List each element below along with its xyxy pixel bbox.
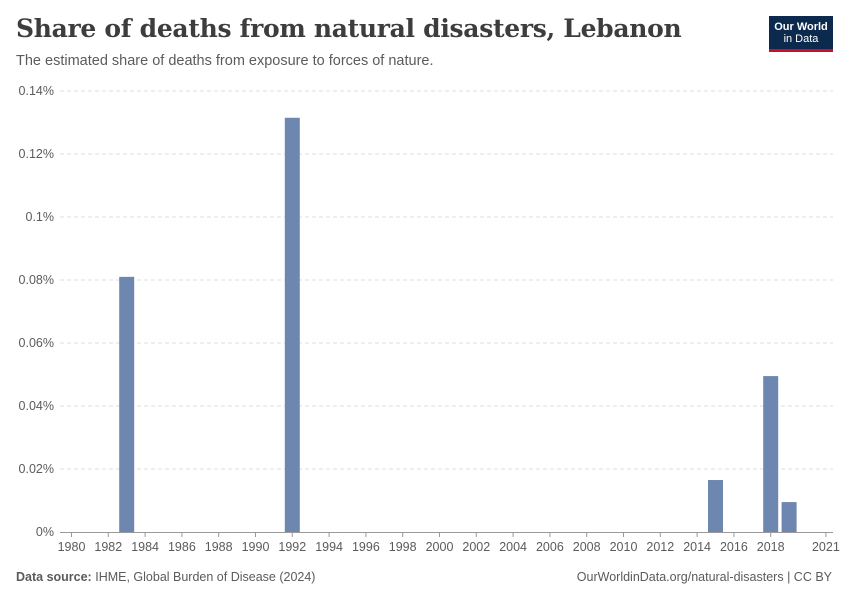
data-source: Data source: IHME, Global Burden of Dise… xyxy=(16,570,315,584)
y-tick-label: 0.06% xyxy=(19,336,54,350)
bar-2018[interactable] xyxy=(763,376,779,532)
x-tick-label: 1996 xyxy=(352,540,380,554)
y-tick-label: 0% xyxy=(36,525,54,539)
logo-line-1: Our World xyxy=(774,21,828,33)
x-tick-label: 1986 xyxy=(168,540,196,554)
y-tick-label: 0.14% xyxy=(19,84,54,98)
x-tick-label: 2021 xyxy=(812,540,840,554)
bar-2015[interactable] xyxy=(708,480,723,532)
x-tick-label: 2010 xyxy=(610,540,638,554)
chart-subtitle: The estimated share of deaths from expos… xyxy=(16,53,434,69)
bars xyxy=(119,117,797,533)
x-tick-label: 1982 xyxy=(94,540,122,554)
y-axis-labels: 0% 0.02% 0.04% 0.06% 0.08% 0.1% 0.12% 0.14% xyxy=(19,84,54,539)
credit-link[interactable]: OurWorldinData.org/natural-disasters | C… xyxy=(576,570,832,584)
x-tick-label: 2012 xyxy=(646,540,674,554)
x-tick-label: 1994 xyxy=(315,540,343,554)
x-tick-label: 2004 xyxy=(499,540,527,554)
x-tick-label: 2008 xyxy=(573,540,601,554)
y-tick-label: 0.08% xyxy=(19,273,54,287)
x-tick-label: 2018 xyxy=(757,540,785,554)
x-tick-label: 1984 xyxy=(131,540,159,554)
x-tick-label: 2002 xyxy=(462,540,490,554)
x-axis: 1980 1982 1984 1986 1988 1990 1992 1994 1996 1998… xyxy=(58,532,840,554)
x-tick-label: 2000 xyxy=(426,540,454,554)
x-tick-label: 1988 xyxy=(205,540,233,554)
x-tick-label: 2014 xyxy=(683,540,711,554)
x-tick-label: 1992 xyxy=(278,540,306,554)
x-tick-label: 2006 xyxy=(536,540,564,554)
x-tick-label: 1990 xyxy=(242,540,270,554)
y-tick-label: 0.04% xyxy=(19,399,54,413)
data-source-text[interactable]: IHME, Global Burden of Disease (2024) xyxy=(95,570,316,584)
y-tick-label: 0.1% xyxy=(26,210,55,224)
bar-1992[interactable] xyxy=(284,117,300,533)
logo-line-2: in Data xyxy=(783,33,819,45)
data-source-label: Data source: xyxy=(16,570,92,584)
y-tick-label: 0.12% xyxy=(19,147,54,161)
y-tick-label: 0.02% xyxy=(19,462,54,476)
bar-1983[interactable] xyxy=(119,276,135,532)
grid-lines xyxy=(60,90,833,470)
bar-2019[interactable] xyxy=(781,502,797,532)
x-tick-label: 2016 xyxy=(720,540,748,554)
x-tick-label: 1980 xyxy=(58,540,86,554)
chart-title: Share of deaths from natural disasters, … xyxy=(16,14,682,43)
owid-logo[interactable]: Our World in Data xyxy=(769,16,833,52)
x-tick-label: 1998 xyxy=(389,540,417,554)
